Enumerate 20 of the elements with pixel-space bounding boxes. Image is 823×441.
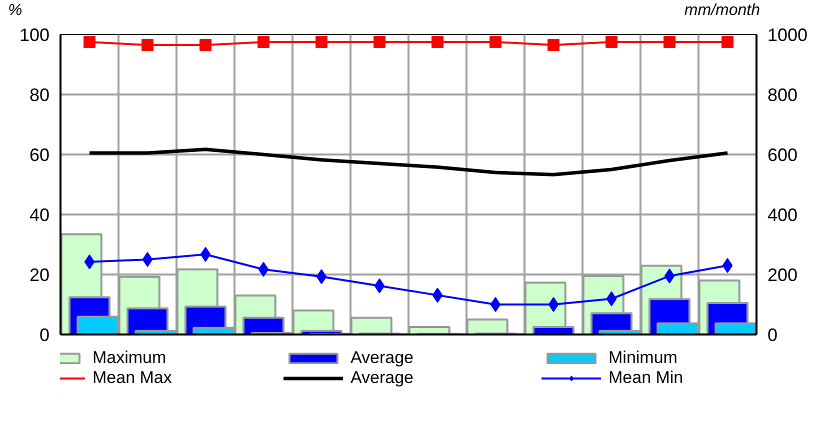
- legend-label: Mean Max: [92, 368, 173, 388]
- y-tick-label: 40: [29, 205, 50, 225]
- y2-tick-label: 200: [768, 265, 798, 285]
- y-tick-label: 20: [29, 265, 50, 285]
- y2-tick-label: 800: [768, 85, 798, 105]
- y-tick-label: 60: [29, 145, 50, 165]
- legend-label: Mean Min: [608, 368, 684, 388]
- y-axis-title: %: [8, 1, 22, 21]
- legend-label: Average: [350, 348, 415, 368]
- y2-axis-title: mm/month: [684, 1, 760, 21]
- legend-label: Average: [350, 368, 415, 388]
- y2-tick-label: 0: [768, 325, 778, 345]
- y2-tick-label: 600: [768, 145, 798, 165]
- y2-tick-label: 1000: [768, 25, 808, 45]
- legend-label: Maximum: [92, 348, 168, 368]
- legend-label: Minimum: [608, 348, 678, 368]
- y-tick-label: 100: [19, 25, 50, 45]
- y-tick-label: 0: [39, 325, 50, 345]
- y2-tick-label: 400: [768, 205, 798, 225]
- y-tick-label: 80: [29, 85, 50, 105]
